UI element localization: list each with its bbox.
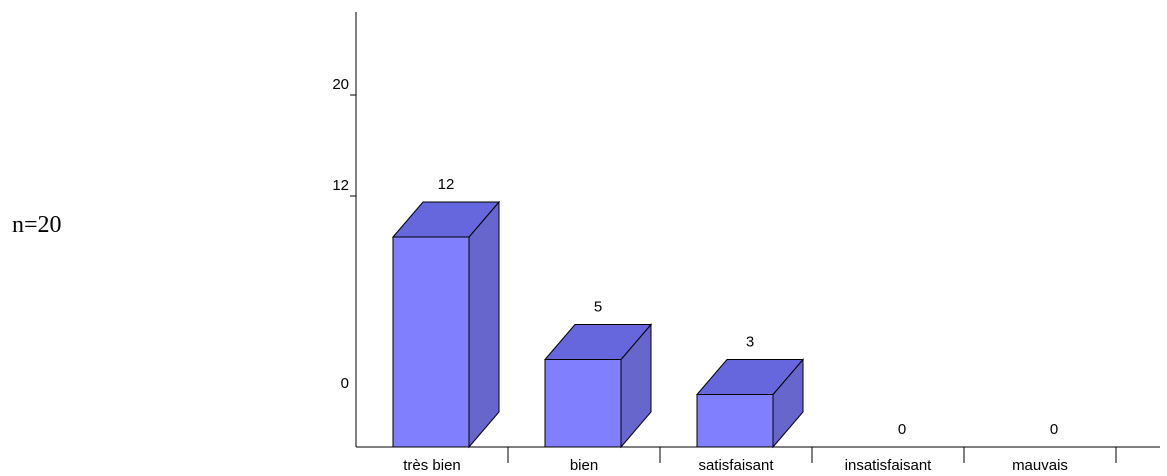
y-tick-label: 0 xyxy=(341,375,349,392)
bar-value-label: 5 xyxy=(594,299,602,316)
y-tick-label: 20 xyxy=(332,76,349,93)
bar-series: 12 5 3 0 0 xyxy=(391,176,1058,449)
x-category-label: bien xyxy=(570,457,598,474)
x-category-label: satisfaisant xyxy=(698,457,774,474)
bar xyxy=(392,236,470,448)
x-axis-labels: très bien bien satisfaisant insatisfaisant m… xyxy=(403,457,1068,474)
x-category-label: insatisfaisant xyxy=(845,457,933,474)
sample-size-note: n=20 xyxy=(12,212,62,238)
bar-value-label: 0 xyxy=(1050,421,1058,438)
bar-value-label: 12 xyxy=(438,176,455,193)
bar xyxy=(544,359,622,448)
x-category-label: mauvais xyxy=(1012,457,1068,474)
bar-value-label: 3 xyxy=(746,334,754,351)
y-axis-ticks: 0 12 20 xyxy=(332,76,356,392)
y-tick-label: 12 xyxy=(332,177,349,194)
bar xyxy=(696,394,774,448)
bar-side xyxy=(468,200,500,449)
x-category-label: très bien xyxy=(403,457,461,474)
bar-value-label: 0 xyxy=(898,421,906,438)
